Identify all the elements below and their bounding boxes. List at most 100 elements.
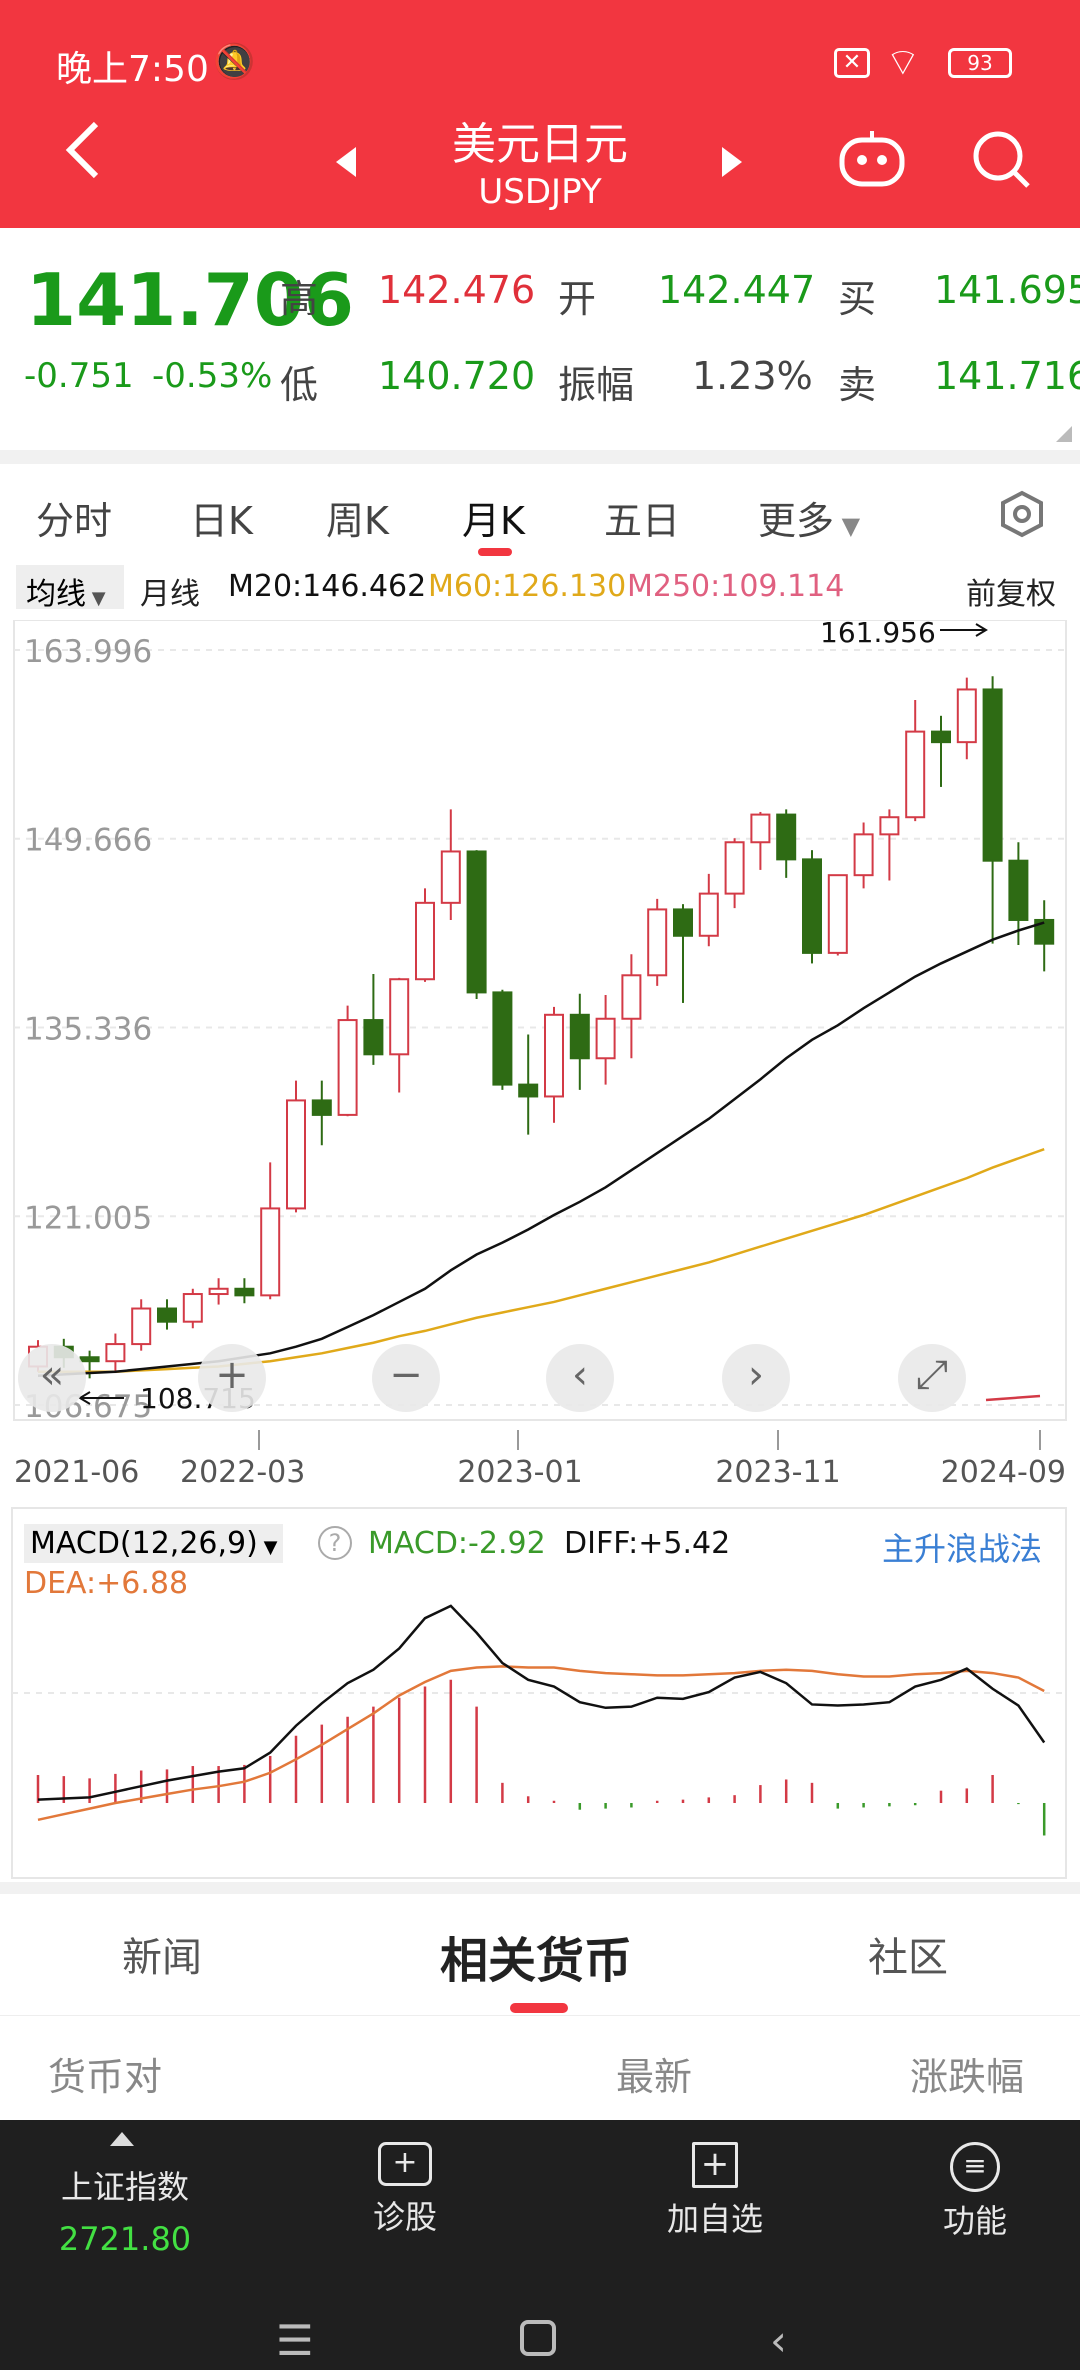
candle xyxy=(595,1017,616,1060)
strategy-link[interactable]: 主升浪战法 xyxy=(882,1530,1043,1568)
amplitude-label: 振幅 xyxy=(558,363,635,407)
tab-news[interactable]: 新闻 xyxy=(122,1935,202,1981)
candle xyxy=(1034,918,1055,945)
candle xyxy=(827,874,848,954)
candle xyxy=(1008,859,1029,921)
plot-frame xyxy=(13,620,1067,1421)
active-news-tab-indicator xyxy=(510,2003,568,2013)
active-tab-indicator xyxy=(478,548,512,556)
last-price: 141.706 xyxy=(26,258,354,342)
price-change-pct: -0.53% xyxy=(152,356,273,396)
price-change: -0.751 xyxy=(24,356,134,396)
candle xyxy=(234,1287,255,1297)
macd-selector[interactable]: MACD(12,26,9) ▼ xyxy=(24,1524,284,1563)
col-change[interactable]: 涨跌幅 xyxy=(910,2055,1025,2099)
first-page-button[interactable] xyxy=(18,1344,86,1412)
tab-month-k[interactable]: 月K xyxy=(462,499,525,543)
dea-line xyxy=(37,1665,1045,1822)
zoom-out-button[interactable] xyxy=(372,1344,440,1412)
tab-community[interactable]: 社区 xyxy=(868,1935,948,1981)
adjust-selector[interactable]: 前复权 xyxy=(966,577,1056,612)
nav-back-icon[interactable]: ‹ xyxy=(770,2316,787,2365)
menu-circle-icon: ≡ xyxy=(950,2142,1000,2192)
ma60-line xyxy=(38,1147,1045,1373)
candle xyxy=(982,688,1003,862)
expand-corner-icon[interactable] xyxy=(1056,426,1072,442)
candle xyxy=(750,813,771,844)
tab-more-label: 更多 xyxy=(758,499,835,543)
candle xyxy=(621,974,642,1020)
scroll-left-icon: ‹ xyxy=(572,1352,588,1398)
candle xyxy=(698,892,719,937)
add-watchlist-label: 加自选 xyxy=(666,2200,763,2238)
candle xyxy=(724,841,745,895)
functions-label: 功能 xyxy=(942,2202,1007,2240)
caret-down-icon: ▼ xyxy=(834,512,861,540)
zoom-in-icon: + xyxy=(215,1352,249,1398)
open-label: 开 xyxy=(558,277,597,321)
tab-day-k[interactable]: 日K xyxy=(190,499,253,543)
caret-up-icon[interactable] xyxy=(110,2132,134,2146)
candle xyxy=(466,850,487,994)
help-icon[interactable]: ? xyxy=(318,1526,352,1560)
candle xyxy=(286,1099,306,1210)
prev-pair-button[interactable] xyxy=(334,145,358,183)
macd-chart[interactable] xyxy=(0,1500,1080,1890)
y-tick-label: 121.005 xyxy=(24,1200,152,1236)
index-name: 上证指数 xyxy=(60,2168,189,2206)
tab-five-day[interactable]: 五日 xyxy=(604,499,681,543)
col-pair[interactable]: 货币对 xyxy=(48,2055,163,2099)
candle xyxy=(105,1343,126,1363)
candlestick-chart[interactable]: 163.996149.666135.336121.005106.675161.9… xyxy=(0,620,1080,1500)
tab-fenshi[interactable]: 分时 xyxy=(36,499,113,543)
tab-related-currency[interactable]: 相关货币 xyxy=(440,1933,633,1989)
x-tick-label: 2023-11 xyxy=(715,1455,840,1490)
ma60-value: M60:126.130 xyxy=(428,569,627,604)
nav-menu-icon[interactable]: ☰ xyxy=(276,2316,314,2365)
candle xyxy=(260,1207,281,1297)
tab-more[interactable]: 更多 ▼ xyxy=(758,490,860,545)
diff-line xyxy=(37,1604,1046,1801)
diagnose-icon: + xyxy=(378,2142,432,2186)
settings-hex-icon[interactable] xyxy=(998,490,1046,542)
page-subtitle: USDJPY xyxy=(478,172,602,212)
scroll-left-button[interactable] xyxy=(546,1344,614,1412)
fullscreen-icon: ⤢ xyxy=(916,1352,948,1398)
x-tick-label: 2022-03 xyxy=(180,1455,305,1490)
robot-icon[interactable] xyxy=(838,128,906,194)
search-icon[interactable] xyxy=(970,128,1032,194)
nav-home-icon[interactable] xyxy=(520,2320,556,2356)
candle xyxy=(518,1083,539,1098)
fullscreen-button[interactable] xyxy=(898,1344,966,1412)
currency-list-header: 货币对 最新 涨跌幅 xyxy=(0,2015,1080,2120)
open-value: 142.447 xyxy=(658,268,816,312)
tab-week-k[interactable]: 周K xyxy=(326,499,389,543)
low-label: 低 xyxy=(280,363,319,407)
index-value: 2721.80 xyxy=(58,2220,192,2258)
status-time: 晚上7:50 xyxy=(56,49,209,90)
functions-button[interactable]: ≡ 功能 xyxy=(900,2142,1050,2242)
index-ticker[interactable]: 上证指数 2721.80 xyxy=(30,2162,220,2258)
candle xyxy=(415,901,435,981)
ma-selector[interactable]: 均线 ▼ xyxy=(16,565,124,612)
candle xyxy=(802,858,822,954)
candle xyxy=(389,978,410,1056)
diagnose-button[interactable]: + 诊股 xyxy=(330,2142,480,2238)
ma-period: 月线 xyxy=(140,577,200,612)
max-arrowhead xyxy=(975,623,988,637)
scroll-right-button[interactable] xyxy=(722,1344,790,1412)
candle xyxy=(647,908,668,977)
candle xyxy=(311,1099,332,1116)
y-tick-label: 163.996 xyxy=(24,634,152,670)
next-pair-button[interactable] xyxy=(720,145,744,183)
col-latest[interactable]: 最新 xyxy=(616,2055,693,2099)
max-value-label: 161.956 xyxy=(820,620,936,649)
buy-label: 买 xyxy=(838,277,877,321)
y-tick-label: 135.336 xyxy=(24,1011,152,1047)
ma20-value: M20:146.462 xyxy=(228,569,427,604)
candle xyxy=(956,688,977,744)
zoom-in-button[interactable] xyxy=(198,1344,266,1412)
add-watchlist-button[interactable]: + 加自选 xyxy=(640,2142,790,2240)
back-button[interactable] xyxy=(62,120,102,180)
page-title: 美元日元 xyxy=(452,119,628,170)
